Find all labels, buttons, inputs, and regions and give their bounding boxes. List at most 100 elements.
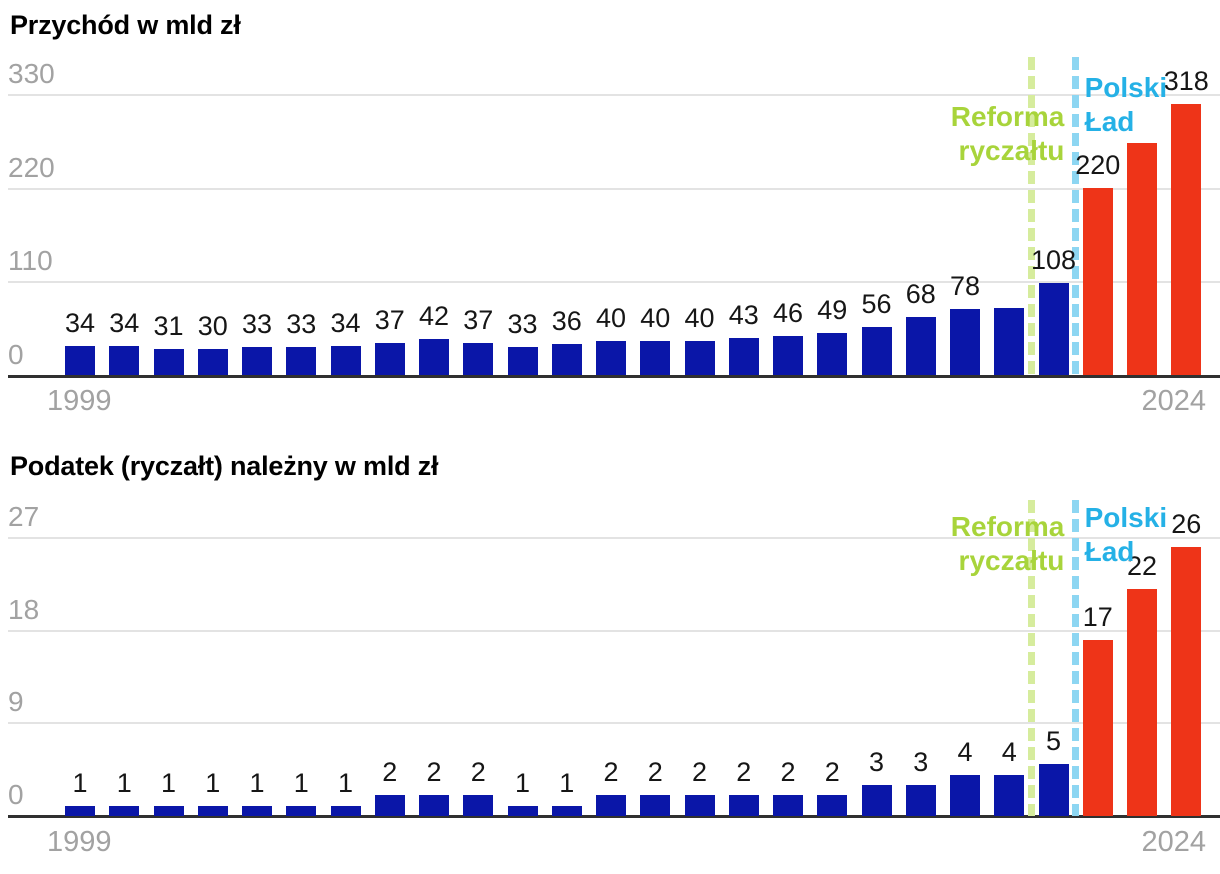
y-tick-label-9: 9 [8,686,24,718]
polski-lad-dashed-line [1072,57,1080,375]
bar-value-label-2012: 2 [647,757,663,788]
bar-value-label-2022: 220 [1075,149,1121,180]
reforma-ryczaltu-dashed-line [1027,500,1035,816]
bar-value-label-2000: 34 [109,308,140,339]
bar-2017 [861,327,892,375]
bar-value-label-2015: 46 [772,297,804,328]
bar-value-label-2009: 33 [507,308,538,339]
bar-2005 [330,346,361,375]
bar-value-label-2007: 2 [426,757,442,788]
bar-2012 [640,795,671,816]
bar-value-label-2018: 3 [913,747,929,777]
y-tick-label-27: 27 [8,500,40,532]
polski-lad-label-line: Ład [1084,536,1135,567]
bar-2002 [197,805,228,816]
bar-1999 [65,805,95,816]
bar-value-label-2000: 1 [116,767,132,798]
bar-2010 [551,805,582,816]
y-tick-label-0: 0 [8,339,24,370]
bar-value-label-2001: 1 [160,767,177,798]
x-axis-label-end: 2024 [1141,385,1206,417]
x-axis-baseline [8,814,1220,818]
y-tick-label-0: 0 [8,779,24,811]
bar-2004 [286,805,317,816]
bar-value-label-2021: 5 [1045,726,1062,757]
bar-value-label-2011: 2 [603,757,619,788]
bar-2011 [596,795,626,816]
bar-2003 [242,805,272,816]
bar-value-label-2004: 1 [293,767,309,798]
bar-2014 [728,338,759,375]
reforma-ryczaltu-label: Reforma ryczałtu [951,100,1065,168]
bar-value-label-2010: 1 [559,767,575,798]
bar-2012 [640,340,671,375]
x-axis-label-end: 2024 [1141,826,1206,858]
bar-2009 [507,805,538,816]
gridline-18 [8,629,1220,632]
x-axis-baseline [8,374,1220,378]
bar-2001 [153,348,184,375]
bar-value-label-2017: 3 [868,747,885,777]
bar-2008 [463,343,494,375]
bar-2019 [950,774,980,816]
bar-value-label-2006: 2 [382,757,398,788]
bar-value-label-2013: 2 [691,757,708,788]
bar-2020 [994,774,1025,816]
bar-2007 [419,795,449,816]
bar-value-label-2020: 4 [1001,736,1017,767]
bar-2016 [817,795,848,816]
bar-value-label-2019: 78 [949,270,981,301]
bar-value-label-2002: 30 [197,311,228,342]
bar-2021 [1038,764,1069,816]
bar-value-label-2014: 43 [728,300,759,331]
bar-2022 [1082,640,1113,816]
bar-value-label-2013: 40 [684,302,715,333]
bar-2002 [197,349,228,375]
bar-value-label-2010: 36 [551,306,582,337]
bar-2023 [1127,588,1157,816]
bar-value-label-1999: 34 [64,308,96,339]
bar-2004 [286,346,317,375]
y-tick-label-220: 220 [8,151,55,183]
bar-value-label-2003: 33 [241,308,273,339]
gridline-330 [8,94,1220,96]
polski-lad-label-line: Polski [1084,72,1168,103]
bar-2015 [773,335,803,375]
bar-value-label-2012: 40 [640,302,671,333]
bar-value-label-2018: 68 [905,279,936,310]
chart-title-przychod: Przychód w mld zł [10,10,241,40]
bar-2007 [419,339,449,375]
reforma-ryczaltu-dashed-line [1027,57,1035,375]
bar-2019 [950,308,980,375]
bar-2013 [684,795,715,816]
bar-value-label-2007: 42 [418,301,450,332]
bar-2003 [242,346,272,375]
bar-value-label-2001: 31 [153,310,184,341]
polski-lad-label: Polski Ład [1085,501,1167,569]
bar-2024 [1171,547,1202,816]
bar-value-label-2006: 37 [374,305,405,336]
x-axis-label-start: 1999 [47,826,112,858]
bar-2011 [596,340,626,375]
bar-1999 [65,346,95,375]
bar-value-label-2008: 37 [463,305,494,336]
gridline-27 [8,536,1220,539]
bar-value-label-2008: 2 [470,757,486,788]
bar-2005 [330,805,361,816]
polski-lad-dashed-line [1072,500,1080,816]
reforma-ryczaltu-label-line: Reforma [950,511,1065,542]
bar-value-label-2024: 318 [1163,66,1209,97]
bar-value-label-2002: 1 [205,767,221,798]
bar-2023 [1127,142,1157,375]
bar-2018 [905,317,936,375]
bar-value-label-2014: 2 [736,757,752,788]
bar-value-label-2005: 34 [330,308,361,339]
bar-2020 [994,307,1025,375]
bar-2024 [1171,104,1202,375]
bar-2006 [374,343,405,375]
bar-2016 [817,333,848,375]
bar-2013 [684,340,715,375]
reforma-ryczaltu-label-line: ryczałtu [958,545,1065,576]
bar-2021 [1038,283,1069,375]
bar-2015 [773,795,803,816]
